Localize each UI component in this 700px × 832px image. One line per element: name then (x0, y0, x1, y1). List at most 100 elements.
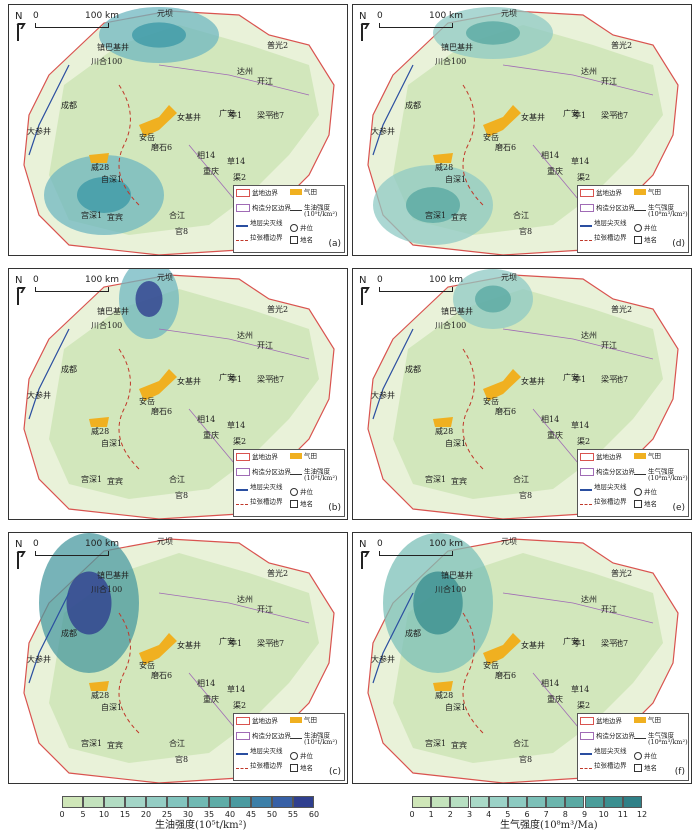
legend-well: 井位 (644, 752, 657, 760)
place-label-wei28: 威28 (91, 163, 110, 172)
basin-map (367, 7, 679, 255)
intensity-core (135, 281, 163, 317)
place-label-guan8: 官8 (175, 227, 189, 236)
colorbar-cell (293, 796, 314, 808)
place-label-dayi: 大参井 (27, 127, 51, 136)
legend-tectonic: 构造分区边界 (596, 204, 635, 212)
legend-intensity: 生油强度 (304, 731, 330, 740)
colorbar-tick: 60 (308, 810, 320, 819)
panel-tag: (c) (329, 767, 341, 777)
legend-intensity: 生气强度 (648, 467, 674, 476)
gas-field (139, 369, 177, 401)
place-label-cao14: 草14 (227, 157, 246, 166)
colorbar-tick: 55 (287, 810, 299, 819)
place-label-yuanba: 元坝 (501, 273, 517, 282)
scale-km: 100 km (85, 275, 120, 285)
place-label-chengdu: 成都 (61, 101, 77, 110)
place-label-yuan2: 渠2 (233, 437, 247, 446)
colorbar-cell (431, 796, 451, 808)
map-panel: N 0 100 km 元坝 普光2 镇巴基井 川合100 达州 开江 成都 大参井 女基井 广安亭… (352, 268, 692, 520)
place-label-guangan: 广安 (219, 109, 235, 118)
place-label-chongqing: 重庆 (547, 431, 563, 440)
place-label-ting1: 亭1 (229, 639, 243, 648)
place-label-kaijiang: 开江 (601, 341, 617, 350)
place-label-puguang: 普光2 (611, 41, 633, 50)
scale-km: 100 km (85, 539, 120, 549)
scale-km: 100 km (85, 11, 120, 21)
legend-intensity: 生油强度 (304, 467, 330, 476)
place-label-hejiang: 合江 (169, 475, 185, 484)
place-label-yuanba: 元坝 (157, 9, 173, 18)
legend-thrust: 地层尖灭线 (250, 219, 283, 227)
place-label-cao14: 草14 (227, 421, 246, 430)
legend-rift: 拉张槽边界 (250, 233, 283, 242)
scale-zero: 0 (377, 275, 383, 285)
place-label-ting1: 亭1 (573, 111, 587, 120)
north-label: N (359, 11, 367, 22)
place-label-shi6: 磨石6 (495, 671, 517, 680)
place-label-yuan2: 渠2 (233, 701, 247, 710)
gas-field (89, 153, 109, 163)
intensity-core (413, 571, 463, 635)
map-legend: 盆地边界 构造分区边界 地层尖灭线 拉张槽边界 气田 生油强度 (10⁵t/km… (233, 713, 345, 781)
place-label-chi7: 池7 (615, 111, 629, 120)
place-label-ting1: 亭1 (229, 111, 243, 120)
place-label-chongqing: 重庆 (547, 695, 563, 704)
legend-place: 地名 (644, 236, 657, 244)
north-arrow-icon (361, 289, 363, 305)
gas-field (483, 633, 521, 665)
place-label-wei28: 威28 (435, 163, 454, 172)
place-label-zishen: 自深1 (445, 703, 467, 712)
tectonic-boundary (158, 592, 310, 734)
place-label-chi7: 池7 (271, 639, 285, 648)
intensity-core (406, 187, 460, 223)
place-label-xiang14: 相14 (197, 415, 216, 424)
scale-zero: 0 (33, 539, 39, 549)
legend-gasfield: 气田 (648, 188, 661, 196)
place-label-xiang14: 相14 (541, 415, 560, 424)
place-label-chengdu: 成都 (405, 101, 421, 110)
tectonic-boundary (502, 328, 654, 470)
place-label-yibin: 宜宾 (107, 477, 123, 486)
legend-intensity: 生油强度 (304, 203, 330, 212)
place-label-dayi: 大参井 (371, 655, 395, 664)
oil-intensity-colorbar: 0 5 10 15 20 25 30 35 40 45 50 55 60 (59, 796, 319, 819)
intensity-core (132, 22, 186, 48)
gas-field (139, 633, 177, 665)
colorbar-cell (251, 796, 272, 808)
colorbar-tick: 10 (98, 810, 110, 819)
place-label-yuanba: 元坝 (501, 537, 517, 546)
place-label-chongqing: 重庆 (547, 167, 563, 176)
colorbar-tick: 30 (182, 810, 194, 819)
place-label-anyue: 安岳 (139, 661, 155, 670)
legend-tectonic: 构造分区边界 (252, 204, 291, 212)
place-label-gongshen: 宫深1 (425, 739, 447, 748)
place-label-chengdu: 成都 (405, 629, 421, 638)
place-label-wei28: 威28 (435, 427, 454, 436)
colorbar-tick: 40 (224, 810, 236, 819)
oil-colorbar-title: 生油强度(10⁵t/km²) (155, 820, 247, 831)
colorbar-cell (146, 796, 167, 808)
north-label: N (359, 539, 367, 550)
place-label-anyue: 安岳 (139, 397, 155, 406)
colorbar-tick: 25 (161, 810, 173, 819)
north-arrow-icon (17, 289, 19, 305)
intensity-core (77, 177, 131, 213)
place-label-guangan: 广安 (219, 637, 235, 646)
legend-place: 地名 (300, 236, 313, 244)
place-label-shi6: 磨石6 (495, 407, 517, 416)
colorbar-cell (188, 796, 209, 808)
legend-well: 井位 (300, 752, 313, 760)
place-label-liangping: 梁平 (257, 375, 273, 384)
place-label-yibin: 宜宾 (451, 213, 467, 222)
legend-well: 井位 (644, 224, 657, 232)
generation-area (393, 289, 663, 499)
legend-well: 井位 (644, 488, 657, 496)
map-panel: N 0 100 km 元坝 普光2 镇巴基井 川合100 达州 开江 成都 大参井 女基井 广安亭… (8, 268, 348, 520)
tectonic-boundary (502, 592, 654, 734)
colorbar-cell (603, 796, 623, 808)
colorbar-tick: 1 (428, 810, 434, 819)
legend-basin: 盆地边界 (252, 189, 278, 197)
colorbar-cell (62, 796, 83, 808)
place-label-dayi: 大参井 (371, 391, 395, 400)
